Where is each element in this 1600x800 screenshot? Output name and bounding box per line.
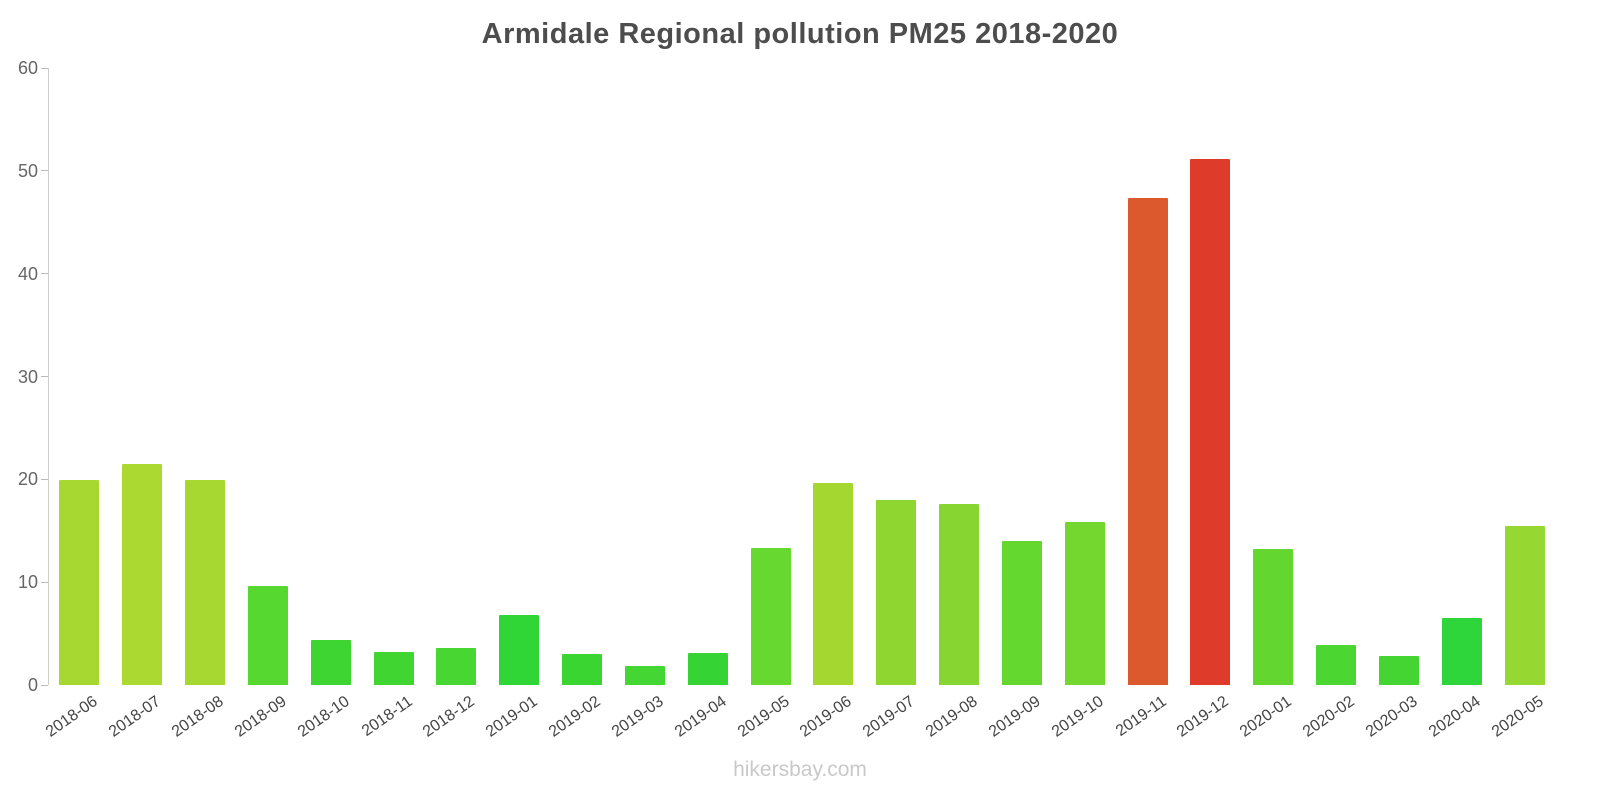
bar-2019-10 (1064, 521, 1105, 685)
x-label-2018-06: 2018-06 (43, 693, 102, 741)
y-tick-mark-50 (41, 170, 48, 172)
bar-2018-10 (310, 639, 351, 685)
bar-2019-04 (687, 653, 728, 685)
y-tick-mark-60 (41, 67, 48, 69)
y-tick-mark-10 (41, 581, 48, 583)
x-label-2020-05: 2020-05 (1488, 693, 1547, 741)
bar-2018-09 (247, 586, 288, 685)
bar-2019-03 (624, 665, 665, 685)
y-tick-mark-0 (41, 684, 48, 686)
x-label-2020-01: 2020-01 (1237, 693, 1296, 741)
x-label-2019-09: 2019-09 (985, 693, 1044, 741)
x-label-2019-06: 2019-06 (797, 693, 856, 741)
footer-watermark: hikersbay.com (733, 758, 867, 781)
y-tick-mark-40 (41, 273, 48, 275)
bar-2018-08 (185, 480, 226, 685)
bar-2019-07 (876, 499, 917, 685)
x-label-2019-11: 2019-11 (1112, 693, 1170, 740)
x-label-2019-04: 2019-04 (671, 693, 730, 741)
y-tick-label-10: 10 (17, 572, 38, 593)
x-label-2019-10: 2019-10 (1048, 693, 1107, 741)
x-label-2018-11: 2018-11 (358, 693, 416, 740)
y-tick-label-0: 0 (27, 675, 38, 695)
bar-2019-09 (1001, 541, 1042, 685)
chart-title: Armidale Regional pollution PM25 2018-20… (481, 18, 1119, 50)
y-tick-label-50: 50 (17, 160, 38, 181)
bar-2020-03 (1378, 656, 1419, 685)
x-label-2018-10: 2018-10 (294, 693, 353, 741)
bar-2019-06 (813, 483, 854, 685)
bar-2019-01 (499, 615, 540, 685)
bar-2019-05 (750, 548, 791, 685)
y-tick-label-60: 60 (17, 58, 38, 78)
y-tick-label-40: 40 (17, 263, 38, 284)
bar-2018-06 (59, 480, 100, 685)
x-label-2020-03: 2020-03 (1362, 693, 1421, 741)
bar-2020-05 (1504, 525, 1545, 685)
x-label-2018-12: 2018-12 (420, 693, 479, 741)
x-label-2019-12: 2019-12 (1174, 693, 1233, 741)
y-tick-label-30: 30 (17, 366, 38, 387)
bar-2020-02 (1316, 644, 1357, 685)
x-label-2019-03: 2019-03 (608, 693, 667, 741)
y-tick-mark-30 (41, 376, 48, 377)
x-label-2020-04: 2020-04 (1425, 693, 1484, 741)
bar-2018-12 (436, 648, 477, 685)
bar-2019-12 (1190, 158, 1231, 685)
y-axis-line (48, 68, 49, 685)
x-label-2019-08: 2019-08 (922, 693, 981, 741)
bar-2018-11 (373, 652, 414, 685)
bar-2019-02 (562, 654, 603, 685)
bar-2019-08 (939, 504, 980, 685)
x-label-2018-09: 2018-09 (231, 693, 290, 741)
chart-area: 0 10 20 30 40 50 60 2018-06 2018-07 2018-08 2018-0… (18, 58, 1556, 741)
x-label-2018-08: 2018-08 (168, 693, 227, 741)
x-label-2019-07: 2019-07 (860, 693, 919, 741)
bar-2020-01 (1253, 549, 1294, 685)
bar-2020-04 (1441, 618, 1482, 685)
x-label-2019-02: 2019-02 (545, 693, 604, 741)
x-label-2019-05: 2019-05 (734, 693, 793, 741)
x-label-2019-01: 2019-01 (483, 693, 542, 741)
x-label-2020-02: 2020-02 (1299, 693, 1358, 741)
bar-2018-07 (122, 463, 163, 685)
y-tick-mark-20 (41, 478, 48, 480)
y-tick-label-20: 20 (17, 469, 38, 490)
x-label-2018-07: 2018-07 (106, 693, 165, 741)
bar-2019-11 (1127, 197, 1168, 685)
